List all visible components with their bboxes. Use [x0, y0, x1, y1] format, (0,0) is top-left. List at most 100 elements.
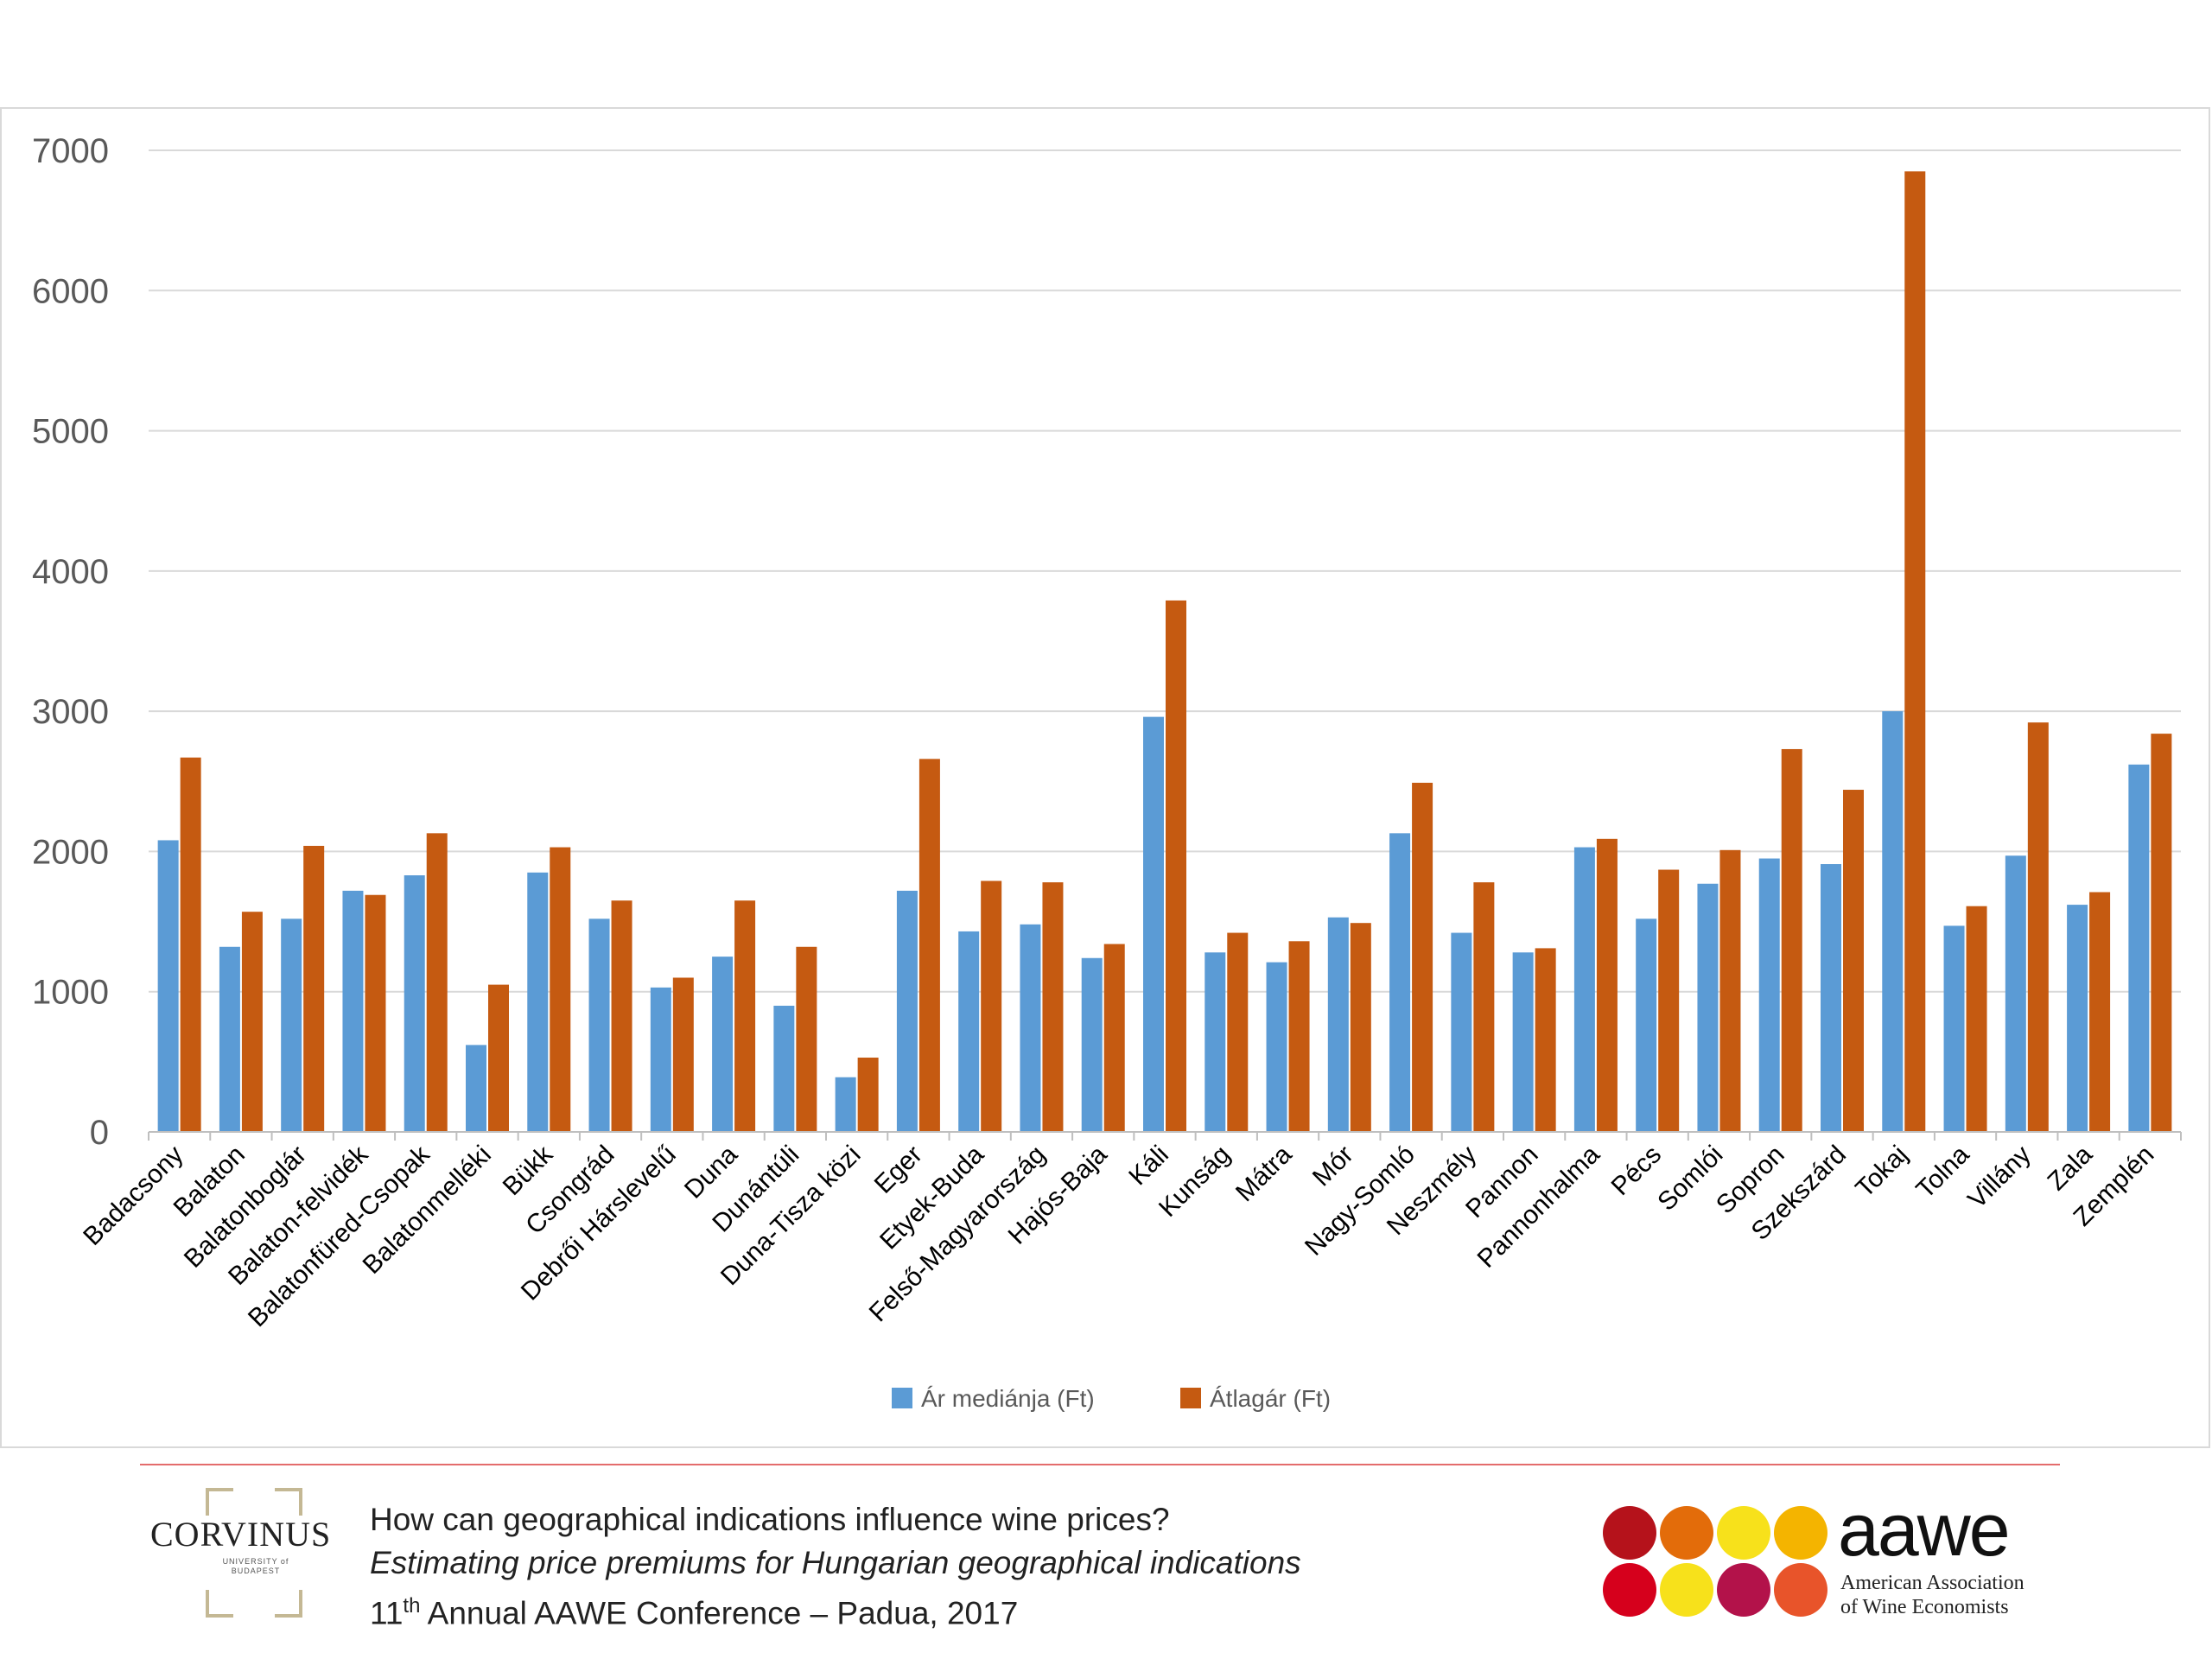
y-tick-label: 6000 — [32, 272, 109, 310]
y-tick-label: 4000 — [32, 553, 109, 591]
y-tick-label: 5000 — [32, 413, 109, 451]
y-tick-label: 1000 — [32, 974, 109, 1012]
bar-average — [1781, 748, 1802, 1132]
bar-median — [896, 890, 918, 1132]
bar-median — [1636, 918, 1657, 1132]
bar-median — [527, 872, 549, 1132]
bar-median — [2067, 905, 2088, 1132]
bar-average — [1658, 869, 1680, 1132]
aawe-logo: aawe American Association of Wine Econom… — [1600, 1489, 2067, 1630]
bar-average — [1227, 932, 1249, 1132]
bar-median — [1451, 932, 1472, 1132]
bar-average — [1412, 782, 1433, 1132]
x-category-label: Mátra — [1230, 1140, 1298, 1207]
bar-median — [1389, 833, 1411, 1132]
x-category-label: Tokaj — [1850, 1141, 1913, 1204]
legend-swatch — [892, 1388, 912, 1408]
legend-label: Ár mediánja (Ft) — [921, 1385, 1095, 1412]
aawe-wordmark: aawe — [1838, 1489, 2011, 1572]
bar-average — [550, 847, 571, 1132]
bar-median — [1327, 917, 1349, 1132]
aawe-dot — [1603, 1563, 1656, 1617]
presentation-subtitle: Estimating price premiums for Hungarian … — [370, 1545, 1301, 1580]
bar-average — [1166, 600, 1186, 1132]
x-category-label: Káli — [1123, 1141, 1174, 1192]
legend-label: Átlagár (Ft) — [1210, 1385, 1331, 1412]
chart-container: 0 1000 2000 3000 4000 5000 6000 7000 Badacsony Ba… — [0, 107, 2210, 1448]
footer-divider — [140, 1464, 2060, 1465]
y-tick-label: 0 — [90, 1114, 109, 1152]
x-category-label: Mór — [1307, 1141, 1359, 1192]
y-tick-label: 3000 — [32, 693, 109, 731]
bar-average — [1596, 838, 1618, 1132]
bar-average — [918, 759, 940, 1132]
bar-median — [650, 987, 671, 1132]
aawe-dot — [1603, 1506, 1656, 1560]
bar-median — [835, 1077, 856, 1132]
bar-median — [281, 918, 302, 1132]
bar-average — [303, 845, 325, 1132]
bar-median — [219, 946, 240, 1132]
bar-median — [2128, 764, 2150, 1132]
bar-average — [2027, 722, 2049, 1132]
bar-average — [1103, 944, 1125, 1132]
bar-average — [426, 833, 448, 1132]
bar-average — [1904, 171, 1926, 1132]
bar-median — [1512, 952, 1534, 1132]
bar-median — [2005, 855, 2026, 1132]
bar-average — [611, 900, 632, 1132]
bar-average — [241, 912, 263, 1132]
legend-swatch — [1180, 1388, 1201, 1408]
aawe-tagline: American Association of Wine Economists — [1840, 1572, 2024, 1618]
bar-average — [981, 880, 1002, 1132]
bar-average — [2089, 892, 2111, 1132]
bar-average — [365, 894, 386, 1132]
bar-chart: 01000200030004000500060007000BadacsonyBa… — [32, 132, 2182, 1412]
aawe-dot — [1660, 1563, 1713, 1617]
corvinus-logo: CORVINUS UNIVERSITY of BUDAPEST — [149, 1488, 356, 1618]
bar-median — [1266, 962, 1287, 1132]
bar-median — [157, 840, 179, 1132]
y-tick-label: 2000 — [32, 833, 109, 871]
bar-average — [734, 900, 756, 1132]
bar-median — [588, 918, 610, 1132]
bar-median — [1882, 711, 1904, 1132]
aawe-dot — [1774, 1506, 1827, 1560]
presentation-title: How can geographical indications influen… — [370, 1502, 1170, 1537]
aawe-dot — [1660, 1506, 1713, 1560]
bar-average — [1350, 923, 1371, 1132]
bar-average — [2151, 734, 2172, 1132]
bar-average — [1042, 882, 1064, 1132]
aawe-dot — [1717, 1563, 1770, 1617]
bar-average — [796, 946, 817, 1132]
x-category-label: Badacsony — [78, 1141, 188, 1251]
bar-average — [857, 1057, 879, 1132]
bar-average — [1719, 849, 1741, 1132]
bar-median — [1081, 957, 1103, 1132]
corvinus-subtitle: UNIVERSITY of BUDAPEST — [222, 1557, 289, 1575]
footer-text: How can geographical indications influen… — [370, 1498, 1301, 1635]
x-category-label: Zala — [2042, 1140, 2098, 1196]
x-category-label: Villány — [1962, 1141, 2036, 1214]
bar-average — [672, 977, 694, 1132]
bar-average — [1843, 790, 1864, 1132]
bar-median — [1697, 883, 1719, 1132]
bar-median — [1205, 952, 1226, 1132]
bar-median — [1143, 716, 1164, 1132]
corvinus-wordmark: CORVINUS — [150, 1515, 332, 1554]
bar-average — [180, 757, 201, 1132]
aawe-dot — [1717, 1506, 1770, 1560]
bar-median — [958, 931, 980, 1132]
bar-average — [488, 984, 509, 1132]
bar-median — [404, 875, 425, 1132]
aawe-dots-icon — [1603, 1506, 1827, 1617]
bar-median — [1573, 847, 1595, 1132]
bar-average — [1966, 906, 1987, 1132]
bar-average — [1473, 882, 1495, 1132]
bar-median — [1943, 925, 1965, 1132]
bar-average — [1535, 948, 1556, 1132]
bar-median — [342, 890, 364, 1132]
bar-median — [1821, 864, 1841, 1132]
bar-median — [466, 1045, 486, 1132]
bar-median — [1020, 924, 1041, 1132]
